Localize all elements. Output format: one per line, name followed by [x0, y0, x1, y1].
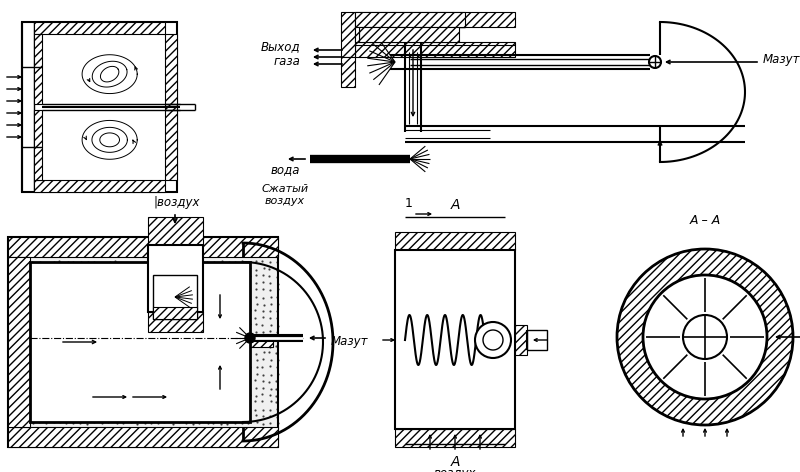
Text: Мазут: Мазут — [763, 53, 800, 67]
Bar — [395, 232, 515, 250]
Bar — [8, 237, 278, 257]
Circle shape — [649, 56, 661, 68]
Text: А: А — [450, 198, 460, 212]
Bar — [148, 217, 203, 245]
Bar — [395, 250, 515, 429]
Bar — [34, 22, 165, 34]
Bar — [515, 325, 527, 355]
Text: вода: вода — [270, 163, 300, 177]
Bar — [148, 312, 203, 332]
Bar — [8, 257, 30, 427]
Bar — [8, 237, 278, 447]
Text: Мазут: Мазут — [331, 335, 369, 347]
Text: |воздух: |воздух — [154, 196, 200, 209]
Bar — [34, 34, 42, 104]
Circle shape — [617, 249, 793, 425]
Bar — [148, 245, 203, 312]
Bar — [22, 22, 177, 192]
Bar — [165, 34, 177, 180]
Bar — [341, 57, 355, 87]
Bar — [527, 330, 547, 350]
Bar — [355, 27, 359, 42]
Circle shape — [683, 315, 727, 359]
Bar — [355, 12, 465, 27]
Bar — [30, 262, 250, 422]
Text: воздух: воздух — [434, 467, 476, 472]
Bar — [8, 427, 278, 447]
Bar — [395, 429, 515, 447]
Text: А – А: А – А — [690, 214, 721, 227]
Bar — [341, 12, 355, 57]
Text: А: А — [450, 455, 460, 469]
Text: Сжатый
воздух: Сжатый воздух — [262, 184, 309, 206]
Bar — [34, 110, 42, 180]
Text: Выход
газа: Выход газа — [260, 40, 300, 68]
Bar — [153, 275, 197, 319]
Bar — [355, 42, 515, 57]
Text: 1: 1 — [405, 197, 413, 210]
Circle shape — [483, 330, 503, 350]
Bar — [153, 307, 197, 319]
Bar — [355, 12, 515, 27]
Bar — [359, 27, 459, 42]
Circle shape — [475, 322, 511, 358]
Bar — [243, 337, 273, 347]
Circle shape — [643, 275, 767, 399]
Circle shape — [245, 333, 255, 343]
Bar — [34, 180, 165, 192]
